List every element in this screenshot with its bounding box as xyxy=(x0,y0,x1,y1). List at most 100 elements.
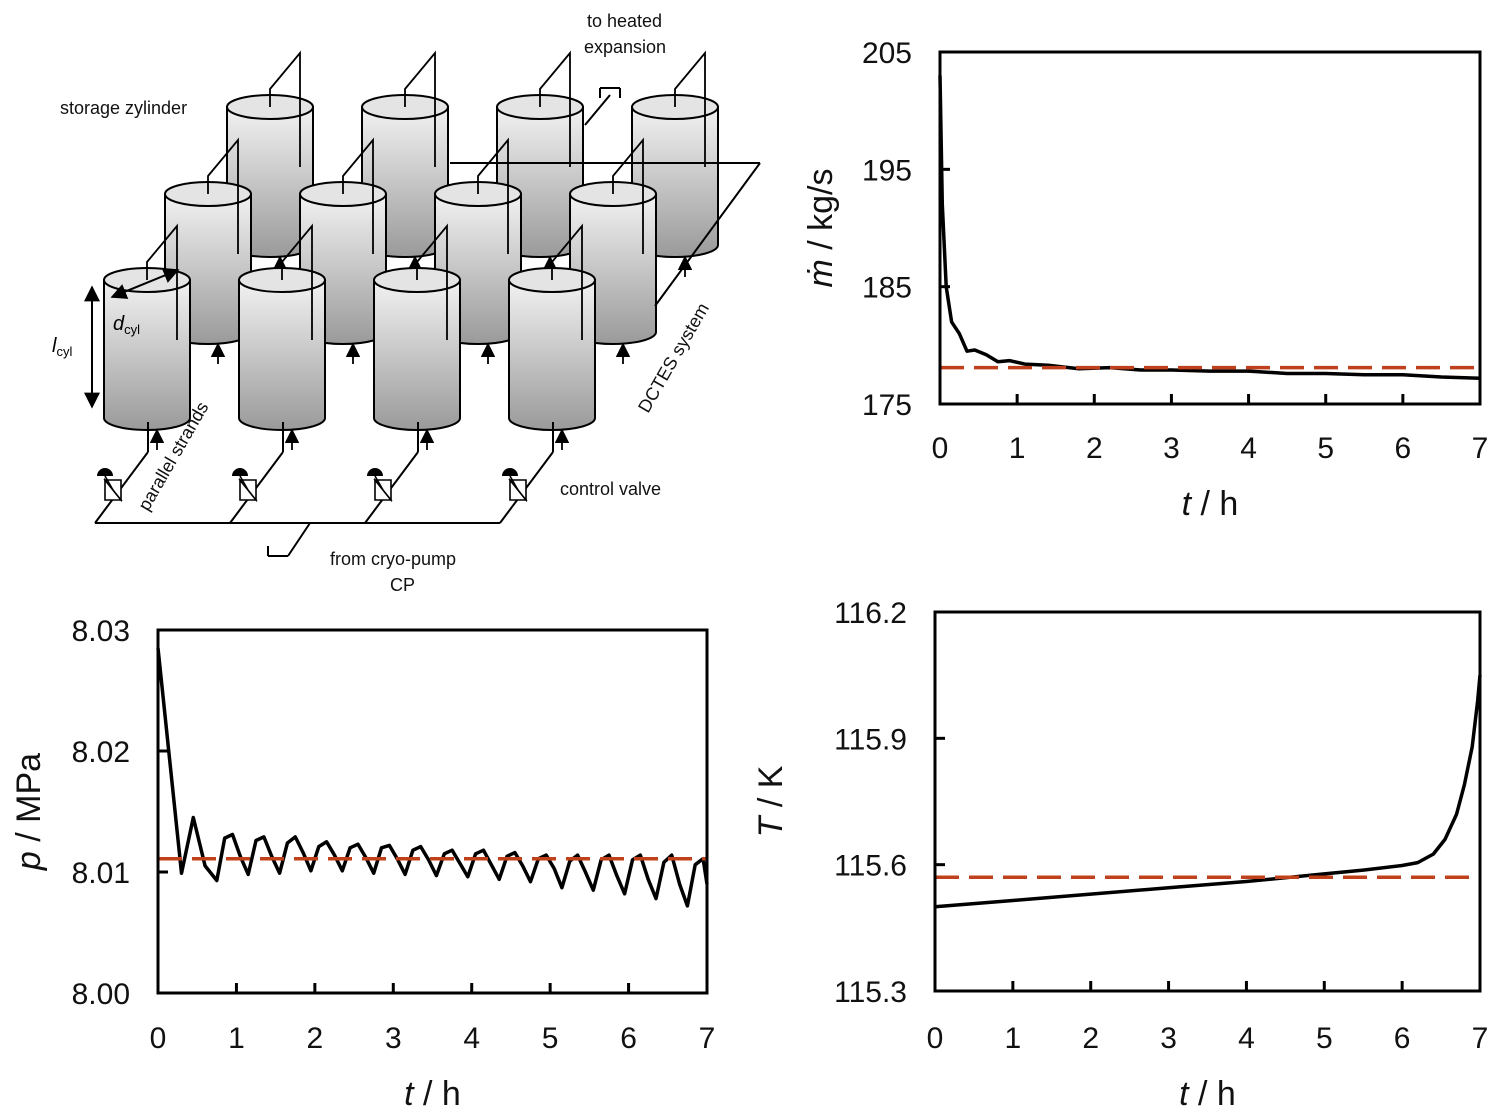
x-tick-label: 1 xyxy=(1009,432,1026,465)
y-tick-label: 185 xyxy=(862,272,912,305)
valve-actuator xyxy=(232,468,248,476)
y-tick-label: 115.3 xyxy=(834,976,907,1009)
outlet-pipe xyxy=(477,137,509,254)
y-axis-label-unit: / MPa xyxy=(10,753,48,851)
data-line xyxy=(156,648,709,908)
label-lcyl-sub: cyl xyxy=(56,344,72,359)
valve-stem xyxy=(104,475,114,491)
x-axis-label-var: t xyxy=(1179,1075,1190,1113)
valve-stem xyxy=(509,475,519,491)
x-axis-label-unit: / h xyxy=(414,1075,461,1113)
cylinder-body xyxy=(238,279,326,431)
valve-icon xyxy=(232,468,258,503)
y-tick-label: 8.00 xyxy=(72,978,130,1011)
chart-mass-flow: 0 1 2 3 4 5 6 7 175 185 195 205 t / h ṁ / kg/s xyxy=(802,37,1488,523)
label-control-valve: control valve xyxy=(560,479,661,499)
x-axis-label-var: t xyxy=(404,1075,415,1113)
x-tick-label: 5 xyxy=(1316,1022,1333,1055)
x-tick-label: 0 xyxy=(932,432,949,465)
x-axis-label: t / h xyxy=(1179,1075,1236,1113)
x-axis-label: t / h xyxy=(404,1075,461,1113)
outlet-pipe xyxy=(269,50,301,167)
valve-icon xyxy=(367,468,393,503)
storage-cylinder xyxy=(103,223,191,450)
y-axis-label-unit: / K xyxy=(752,765,790,816)
y-tick-label: 195 xyxy=(862,154,912,187)
storage-cylinder xyxy=(373,223,461,450)
y-axis-label-var: T xyxy=(752,814,790,837)
cylinder-body xyxy=(373,279,461,431)
outlet-pipe xyxy=(612,137,644,254)
label-cryo-2: CP xyxy=(390,575,415,595)
x-tick-label: 3 xyxy=(1163,432,1180,465)
x-tick-label: 2 xyxy=(1086,432,1103,465)
valve-actuator xyxy=(97,468,113,476)
y-axis-label: p / MPa xyxy=(10,753,48,871)
label-heated-2: expansion xyxy=(584,37,666,57)
y-tick-label: 8.01 xyxy=(72,857,130,890)
label-lcyl: lcyl xyxy=(52,335,72,359)
x-tick-label: 7 xyxy=(699,1022,716,1055)
outlet-pipe xyxy=(404,50,436,167)
x-tick-label: 6 xyxy=(1395,432,1412,465)
x-tick-label: 4 xyxy=(1238,1022,1255,1055)
plot-frame xyxy=(933,610,1482,993)
x-tick-label: 0 xyxy=(927,1022,944,1055)
y-tick-label: 8.03 xyxy=(72,615,130,648)
x-tick-label: 1 xyxy=(1005,1022,1022,1055)
x-tick-label: 7 xyxy=(1472,1022,1489,1055)
y-axis-label: ṁ / kg/s xyxy=(802,168,840,287)
outlet-pipe xyxy=(674,50,706,167)
x-tick-label: 5 xyxy=(1317,432,1334,465)
valve-actuator xyxy=(502,468,518,476)
x-tick-label: 6 xyxy=(620,1022,637,1055)
x-axis-label: t / h xyxy=(1182,485,1239,523)
cylinder-body xyxy=(103,279,191,431)
label-dcyl-main: d xyxy=(113,313,125,335)
y-tick-label: 175 xyxy=(862,389,912,422)
data-line xyxy=(934,675,1482,909)
label-dcyl: dcyl xyxy=(113,313,140,337)
y-axis-label: T / K xyxy=(752,765,790,837)
x-tick-label: 4 xyxy=(1240,432,1257,465)
x-tick-label: 6 xyxy=(1394,1022,1411,1055)
y-tick-label: 116.2 xyxy=(834,597,907,630)
x-tick-label: 2 xyxy=(307,1022,324,1055)
x-axis-label-var: t xyxy=(1182,485,1193,523)
y-tick-label: 115.6 xyxy=(834,850,907,883)
outlet-pipe xyxy=(342,137,374,254)
dctes-schematic: storage zylinder to heated expansion dcy… xyxy=(52,11,761,595)
y-tick-label: 115.9 xyxy=(834,723,907,756)
valve-icon xyxy=(97,468,123,503)
y-axis-label-unit: / kg/s xyxy=(802,168,840,259)
outlet-pipe xyxy=(551,223,583,340)
plot-frame xyxy=(156,628,709,995)
label-dcyl-sub: cyl xyxy=(124,322,140,337)
valve-stem xyxy=(374,475,384,491)
x-tick-label: 0 xyxy=(150,1022,167,1055)
x-tick-label: 5 xyxy=(542,1022,559,1055)
storage-cylinder xyxy=(238,223,326,450)
y-tick-label: 205 xyxy=(862,37,912,70)
label-cryo-1: from cryo-pump xyxy=(330,549,456,569)
data-line xyxy=(938,75,1481,380)
chart-pressure: 0 1 2 3 4 5 6 7 8.00 8.01 8.02 8.03 t / h p / MPa xyxy=(10,615,715,1113)
y-tick-label: 8.02 xyxy=(72,736,130,769)
x-axis-label-unit: / h xyxy=(1189,1075,1236,1113)
control-valves xyxy=(97,468,528,503)
outlet-pipe xyxy=(539,50,571,167)
x-tick-label: 7 xyxy=(1472,432,1489,465)
outlet-pipe xyxy=(416,223,448,340)
valve-actuator xyxy=(367,468,383,476)
cylinder-body xyxy=(508,279,596,431)
chart-temperature: 0 1 2 3 4 5 6 7 115.3 115.6 115.9 116.2 t / h T / K xyxy=(752,597,1488,1113)
x-tick-label: 2 xyxy=(1082,1022,1099,1055)
valve-icon xyxy=(502,468,528,503)
x-tick-label: 4 xyxy=(463,1022,480,1055)
y-axis-label-var: p xyxy=(10,851,48,871)
x-tick-label: 1 xyxy=(228,1022,245,1055)
plot-frame xyxy=(938,50,1482,406)
label-storage-cylinder: storage zylinder xyxy=(60,98,187,118)
x-tick-label: 3 xyxy=(1160,1022,1177,1055)
